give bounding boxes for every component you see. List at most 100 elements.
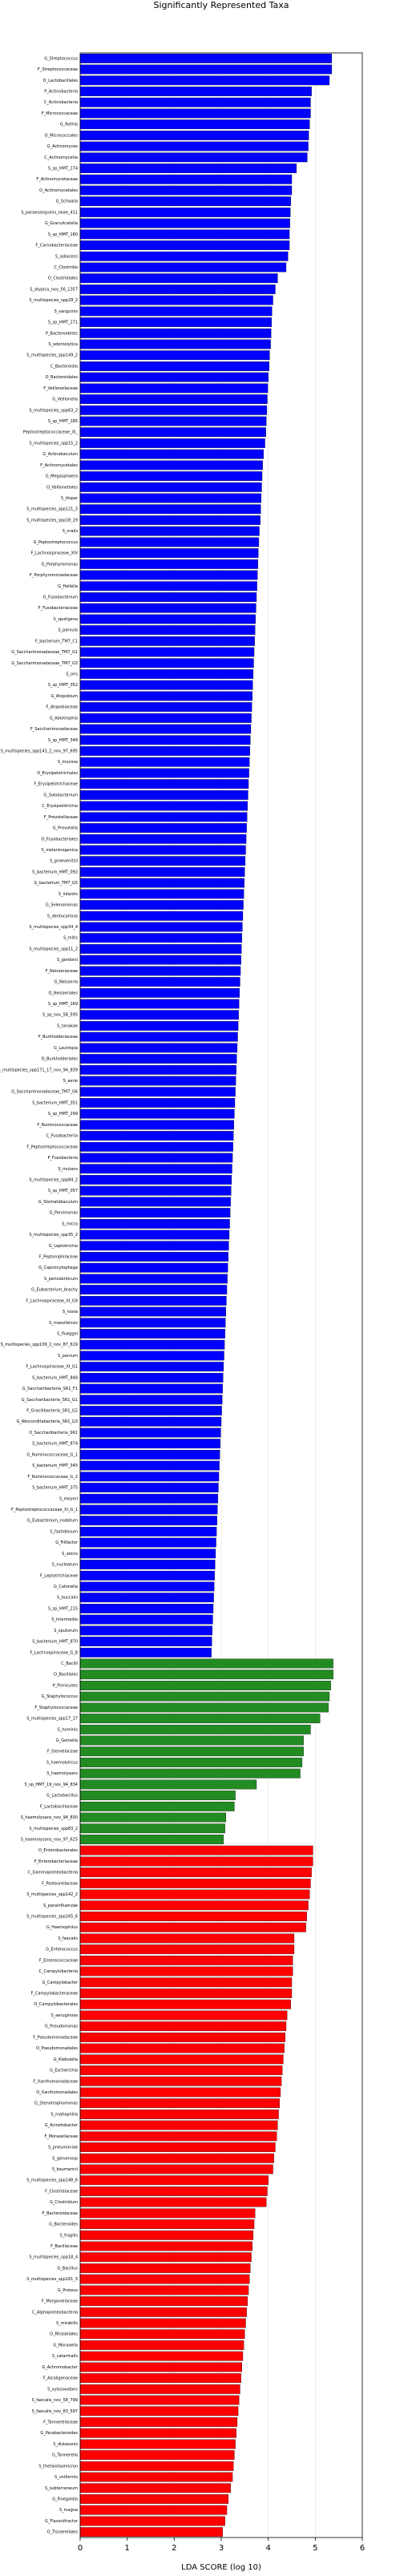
bar — [79, 2120, 278, 2130]
y-tick-label: S_genomosp — [52, 2156, 78, 2161]
y-tick-label: F_Staphylococcaceae — [34, 1706, 78, 1710]
bar — [79, 1329, 225, 1338]
bar — [79, 394, 268, 404]
bar — [79, 1274, 228, 1284]
y-tick-label: F_Erysipelotrichaceae — [34, 782, 78, 787]
y-tick-label: S_magna — [59, 2508, 78, 2513]
y-tick-label: F_Atopobiaceae — [46, 705, 78, 710]
bar — [79, 1845, 313, 1855]
y-tick-label: O_Burkholderiales — [42, 1057, 79, 1062]
bar — [79, 977, 240, 987]
bar — [79, 438, 265, 448]
bar — [79, 680, 253, 690]
y-tick-label: S_mutans — [58, 1167, 78, 1172]
y-tick-label: S_parvum — [58, 1354, 78, 1359]
y-tick-label: F_Neisseriaceae — [46, 969, 78, 974]
bar — [79, 713, 252, 723]
bar — [79, 64, 333, 75]
bar — [79, 834, 247, 844]
bar — [79, 130, 309, 140]
y-tick-label: O_Neisseriales — [48, 991, 78, 995]
y-tick-label: S_mitis — [63, 936, 78, 941]
y-tick-label: F_Campylobacteraceae — [31, 1992, 79, 1997]
y-tick-label: C_Bacteroidia — [50, 364, 78, 369]
bar — [79, 658, 254, 668]
bar — [79, 570, 258, 580]
y-tick-label: S_haemolysans_nov_94_830 — [21, 1815, 78, 1820]
bar — [79, 2043, 285, 2053]
y-tick-label: G_Actinobaculum — [42, 452, 78, 457]
y-tick-label: S_multispecies_spp142_2 — [26, 1892, 78, 1897]
y-tick-label: O_Erysipelotrichales — [37, 771, 78, 776]
y-tick-label: S_sp_HMT_171 — [48, 321, 78, 325]
bar — [79, 1185, 232, 1196]
bar — [79, 1801, 235, 1811]
y-tick-label: S_multispecies_spp84_2 — [29, 1177, 78, 1182]
bar — [79, 1637, 212, 1646]
y-tick-label: S_infantis — [59, 892, 79, 897]
bar — [79, 2186, 268, 2196]
y-tick-label: S_bacterium_HMT_345 — [32, 1464, 78, 1468]
bar — [79, 746, 250, 756]
bar — [79, 1516, 217, 1526]
y-tick-label: S_parvula — [58, 628, 78, 633]
y-tick-label: S_multispecies_spp18_19 — [26, 518, 78, 523]
y-tick-label: S_sp_HMT_352 — [48, 683, 78, 688]
y-tick-label: S_sp_HMT_299 — [48, 1112, 78, 1116]
x-tick-label: 3 — [219, 2544, 224, 2553]
y-tick-label: S_multispecies_spp11_2 — [29, 947, 78, 951]
bar — [79, 1889, 310, 1900]
y-tick-label: G_Flavonifractor — [45, 2519, 79, 2524]
y-tick-label: G_Schaalia — [56, 200, 78, 204]
y-tick-label: F_Moraxellaceae — [44, 2134, 78, 2139]
y-tick-label: F_Bacillaceae — [50, 2244, 78, 2249]
bar — [79, 1218, 230, 1229]
bar — [79, 548, 259, 559]
bar — [79, 229, 290, 240]
bar — [79, 1229, 230, 1240]
y-tick-label: G_Haemophilus — [46, 1925, 78, 1930]
bar — [79, 2461, 234, 2471]
y-tick-label: F_Streptococcaceae — [38, 67, 78, 72]
bar — [79, 2428, 236, 2438]
y-tick-label: G_Peptostreptococcus — [34, 540, 79, 545]
y-tick-label: F_Fusobacteriaceae — [38, 606, 78, 611]
bar — [79, 702, 252, 713]
bar — [79, 1285, 228, 1295]
y-tick-label: G_Hallella — [58, 584, 78, 589]
bar — [79, 1900, 309, 1911]
bar — [79, 350, 270, 361]
bar — [79, 87, 312, 96]
bar — [79, 2142, 276, 2152]
bar — [79, 922, 243, 932]
y-tick-label: P_Actinobacteria — [44, 90, 78, 95]
bar — [79, 768, 249, 778]
bar — [79, 1989, 293, 1998]
bar — [79, 1362, 224, 1372]
y-tick-label: G_Atopobium — [50, 694, 78, 699]
bar — [79, 2395, 240, 2405]
bar — [79, 1746, 304, 1757]
bar — [79, 416, 267, 426]
bar — [79, 1758, 303, 1767]
bar — [79, 603, 257, 613]
y-tick-label: S_multispecies_spp149_2 — [26, 353, 78, 358]
bar — [79, 1977, 293, 1988]
bar — [79, 119, 310, 130]
y-tick-label: O_Pseudomonadales — [36, 2046, 78, 2051]
y-tick-label: S_subterraneum — [45, 2486, 78, 2491]
y-tick-label: S_mucosa — [58, 760, 78, 765]
y-tick-label: S_fragilis — [60, 2233, 79, 2238]
bar — [79, 1339, 225, 1350]
y-tick-label: F_Pseudomonadaceae — [33, 2035, 78, 2040]
y-tick-label: F_Alcaligenaceae — [43, 2376, 78, 2381]
bar — [79, 1625, 213, 1636]
y-tick-label: S_bacterium_HMT_848 — [32, 1375, 78, 1380]
bar — [79, 856, 246, 866]
y-tick-label: S_faecalis — [58, 1936, 78, 1941]
bar — [79, 1141, 233, 1152]
x-tick-label: 6 — [360, 2544, 365, 2553]
y-tick-label: S_faecalis_nov_83_597 — [32, 2409, 78, 2414]
bar — [79, 801, 248, 811]
